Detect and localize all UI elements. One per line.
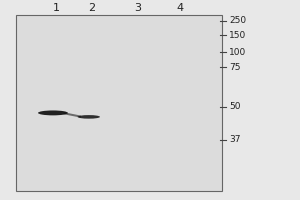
Text: 1: 1 <box>52 3 59 13</box>
Text: 50: 50 <box>229 102 241 111</box>
Polygon shape <box>63 112 81 118</box>
Text: 100: 100 <box>229 48 246 57</box>
Text: 4: 4 <box>176 3 183 13</box>
Ellipse shape <box>78 115 100 119</box>
Bar <box>16 15 222 191</box>
Text: 2: 2 <box>88 3 95 13</box>
Text: 150: 150 <box>229 31 246 40</box>
Ellipse shape <box>38 110 68 115</box>
Text: 250: 250 <box>229 16 246 25</box>
Text: 3: 3 <box>135 3 142 13</box>
Text: 75: 75 <box>229 63 241 72</box>
Text: 37: 37 <box>229 135 241 144</box>
